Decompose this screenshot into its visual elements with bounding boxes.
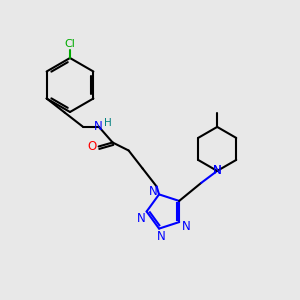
Text: N: N <box>94 120 103 133</box>
Text: O: O <box>87 140 96 153</box>
Text: H: H <box>104 118 112 128</box>
Text: N: N <box>213 164 222 177</box>
Text: Cl: Cl <box>64 39 75 49</box>
Text: N: N <box>149 185 158 198</box>
Text: N: N <box>182 220 190 232</box>
Text: N: N <box>137 212 146 225</box>
Text: N: N <box>213 164 222 177</box>
Text: N: N <box>157 230 165 243</box>
